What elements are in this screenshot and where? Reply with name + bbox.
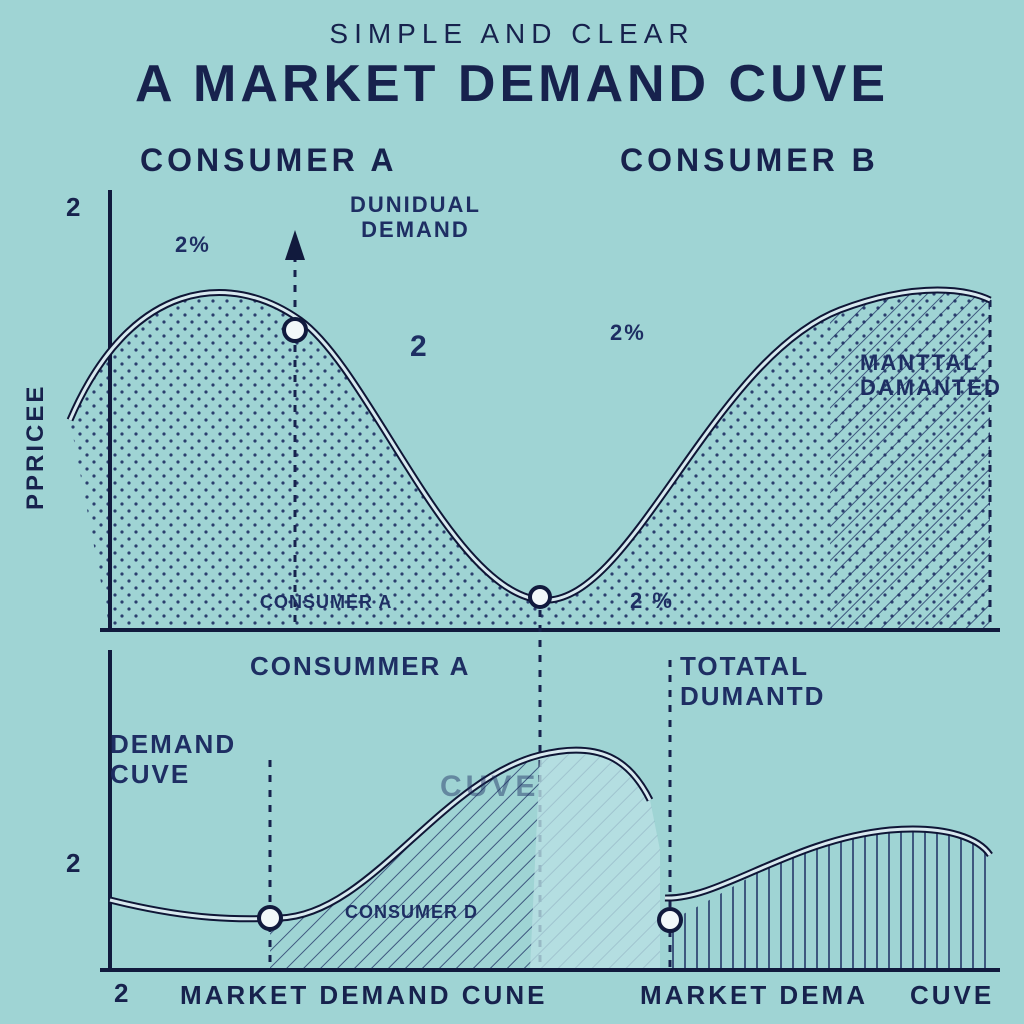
- label-cuve-watermark: CUVE: [440, 770, 539, 805]
- label-total-dumantd: TOTATALDUMANTD: [680, 652, 825, 712]
- title-block: SIMPLE AND CLEAR A MARKET DEMAND CUVE: [0, 18, 1024, 114]
- label-mantal-damanted: MANTTALDAMANTED: [860, 350, 1002, 401]
- label-consummer-a: CONSUMMER A: [250, 652, 470, 682]
- x-tick-origin: 2: [114, 978, 128, 1009]
- lower-fill-vlines: [670, 829, 990, 970]
- upper-marker-2: [530, 587, 550, 607]
- subtitle: SIMPLE AND CLEAR: [0, 18, 1024, 50]
- arrow-icon: [285, 230, 305, 260]
- lower-marker-2: [659, 909, 681, 931]
- chart-area: PPRICEE 2 2 2 DUNIDUALDEMAND 2% 2 2% MAN…: [70, 200, 990, 990]
- label-consumer-d: CONSUMER D: [345, 902, 478, 923]
- label-two-center: 2: [410, 330, 429, 365]
- label-two-pct-right: 2 %: [630, 588, 674, 613]
- chart-svg: [70, 200, 1010, 1000]
- label-consumer-a-small: CONSUMER A: [260, 592, 392, 613]
- label-dunidual-demand: DUNIDUALDEMAND: [350, 192, 481, 243]
- x-axis-label-right: CUVE: [910, 980, 994, 1011]
- upper-marker-1: [284, 319, 306, 341]
- y-tick-top: 2: [66, 192, 80, 223]
- header-consumer-b: CONSUMER B: [620, 142, 879, 179]
- label-two-top: 2%: [175, 232, 211, 257]
- header-consumer-a: CONSUMER A: [140, 142, 397, 179]
- y-tick-bottom: 2: [66, 848, 80, 879]
- lower-marker-1: [259, 907, 281, 929]
- upper-fill-diag-right: [830, 292, 990, 630]
- main-title: A MARKET DEMAND CUVE: [0, 54, 1024, 114]
- label-two-pct-left: 2%: [610, 320, 646, 345]
- y-axis-label: PPRICEE: [22, 384, 50, 510]
- label-demand-cuve: DEMANDCUVE: [110, 730, 236, 790]
- x-axis-label-mid: MARKET DEMA: [640, 980, 868, 1011]
- x-axis-label-left: MARKET DEMAND CUNE: [180, 980, 547, 1011]
